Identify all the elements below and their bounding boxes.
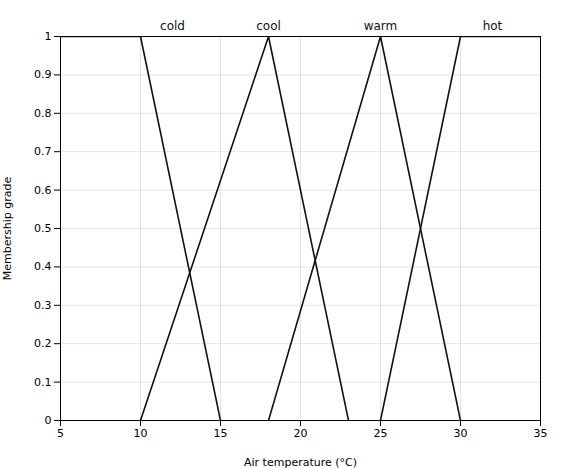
svg-text:15: 15 (214, 427, 228, 440)
svg-text:1: 1 (45, 30, 52, 43)
svg-text:cold: cold (160, 19, 185, 33)
svg-text:0.4: 0.4 (34, 260, 52, 273)
svg-text:hot: hot (483, 19, 503, 33)
svg-text:0.7: 0.7 (34, 145, 52, 158)
svg-text:0.6: 0.6 (34, 184, 52, 197)
svg-text:0: 0 (45, 414, 52, 427)
svg-text:0.5: 0.5 (34, 222, 52, 235)
svg-text:25: 25 (374, 427, 388, 440)
svg-text:0.8: 0.8 (34, 107, 52, 120)
svg-text:0.3: 0.3 (34, 299, 52, 312)
svg-text:0.9: 0.9 (34, 68, 52, 81)
svg-text:35: 35 (534, 427, 548, 440)
svg-text:30: 30 (454, 427, 468, 440)
svg-text:20: 20 (294, 427, 308, 440)
svg-text:Membership grade: Membership grade (1, 177, 14, 281)
svg-text:Air temperature (°C): Air temperature (°C) (244, 456, 357, 468)
svg-text:cool: cool (256, 19, 281, 33)
svg-text:0.1: 0.1 (34, 376, 52, 389)
svg-text:warm: warm (364, 19, 398, 33)
svg-text:10: 10 (134, 427, 148, 440)
svg-text:0.2: 0.2 (34, 337, 52, 350)
svg-text:5: 5 (57, 427, 64, 440)
